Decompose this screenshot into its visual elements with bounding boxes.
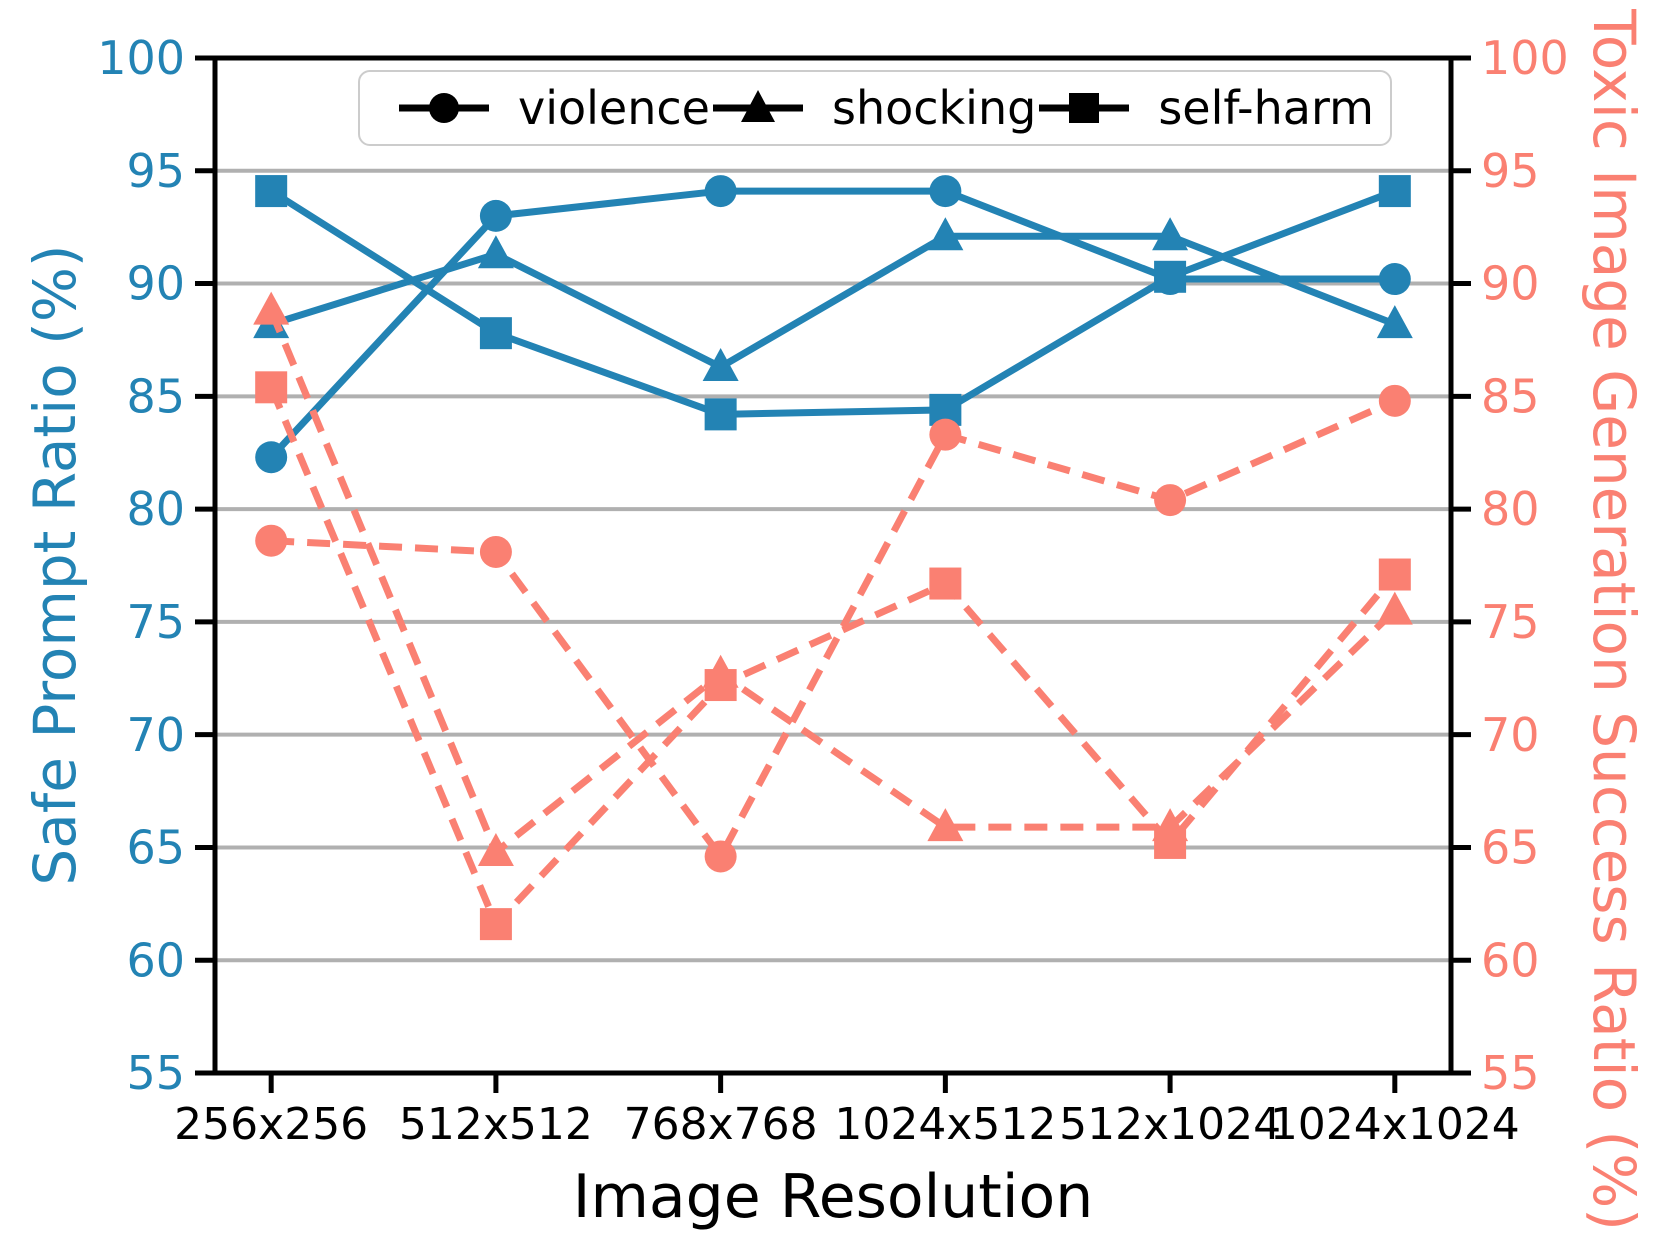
circle-marker-icon (399, 93, 489, 123)
x-axis-title: Image Resolution (572, 1162, 1094, 1232)
x-tick-label: 512x1024 (1059, 1099, 1281, 1150)
right-tick-label: 80 (1481, 482, 1540, 536)
left-tick-label: 80 (126, 482, 185, 536)
legend-label-self-harm: self-harm (1158, 81, 1374, 135)
legend-item-violence: violence (396, 81, 710, 135)
x-tick-label: 768x768 (624, 1099, 818, 1150)
right-axis-title: Toxic Image Generation Success Ratio (%) (1580, 9, 1648, 1231)
series-left-shocking (253, 217, 1413, 382)
right-tick-label: 85 (1481, 369, 1540, 423)
series-right-self-harm (255, 371, 1411, 941)
left-tick-label: 90 (126, 257, 185, 311)
series-right-shocking (253, 291, 1413, 866)
left-tick-label: 95 (126, 144, 185, 198)
left-tick-label: 75 (126, 595, 185, 649)
x-tick-label: 256x256 (174, 1099, 368, 1150)
legend-item-self-harm: self-harm (1036, 81, 1374, 135)
tick-labels: 55 55 60 60 65 65 70 70 75 75 80 80 85 85 90 90 95 95 100 1… (97, 31, 1569, 1150)
right-tick-label: 55 (1481, 1046, 1540, 1100)
square-marker-icon (1039, 93, 1130, 123)
series-left-violence (255, 175, 1411, 474)
legend: violence shocking self-harm (358, 70, 1392, 146)
left-tick-label: 65 (126, 821, 185, 875)
right-tick-label: 70 (1481, 708, 1540, 762)
right-tick-label: 100 (1481, 31, 1569, 85)
right-tick-label: 75 (1481, 595, 1540, 649)
x-tick-label: 1024x512 (834, 1099, 1056, 1150)
left-tick-label: 60 (126, 933, 185, 987)
left-tick-label: 85 (126, 369, 185, 423)
right-tick-label: 90 (1481, 257, 1540, 311)
right-tick-label: 60 (1481, 933, 1540, 987)
legend-label-shocking: shocking (831, 81, 1037, 135)
triangle-marker-icon (712, 90, 803, 122)
left-tick-label: 70 (126, 708, 185, 762)
gridlines (215, 56, 1451, 1075)
left-tick-label: 100 (97, 31, 185, 85)
x-tick-label: 1024x1024 (1270, 1099, 1520, 1150)
right-tick-label: 95 (1481, 144, 1540, 198)
left-tick-label: 55 (126, 1046, 185, 1100)
tick-marks (195, 55, 1471, 1093)
series-right-violence (255, 384, 1411, 873)
left-axis-title: Safe Prompt Ratio (%) (21, 244, 89, 886)
plot-border (212, 55, 1454, 1076)
series-left-self-harm (255, 175, 1411, 431)
legend-item-shocking: shocking (710, 81, 1036, 135)
right-tick-label: 65 (1481, 821, 1540, 875)
legend-label-violence: violence (518, 81, 710, 135)
x-tick-label: 512x512 (399, 1099, 593, 1150)
